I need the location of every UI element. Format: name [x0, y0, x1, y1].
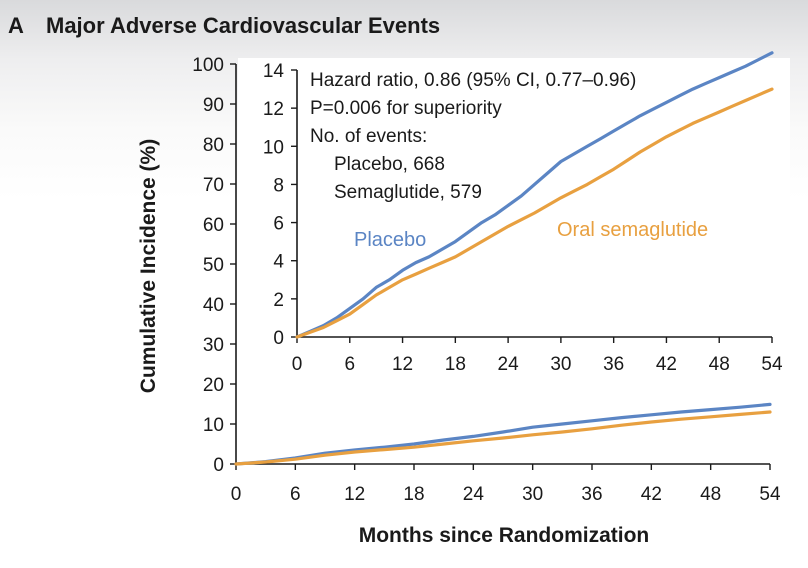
main-y-tick-label: 90 — [203, 95, 224, 116]
main-x-tick-label: 18 — [403, 484, 424, 505]
main-plot-area — [234, 402, 772, 466]
panel-letter: A — [8, 13, 24, 38]
p-value-text: P=0.006 for superiority — [310, 98, 502, 119]
main-y-tick-label: 70 — [203, 175, 224, 196]
main-y-tick-label: 50 — [203, 255, 224, 276]
main-y-tick-label: 80 — [203, 135, 224, 156]
inset-y-tick-label: 6 — [273, 214, 284, 235]
main-x-tick-label: 36 — [581, 484, 602, 505]
main-series-line-placebo — [234, 402, 772, 466]
inset-x-tick-label: 24 — [498, 354, 520, 375]
main-y-tick-label: 30 — [203, 335, 224, 356]
inset-plot-area — [295, 51, 774, 339]
inset-x-tick-label: 30 — [550, 354, 571, 375]
main-x-tick-label: 42 — [641, 484, 662, 505]
main-x-tick-label: 24 — [463, 484, 485, 505]
main-y-tick-label: 100 — [192, 55, 224, 76]
main-x-tick-label: 54 — [759, 484, 781, 505]
inset-x-tick-label: 36 — [603, 354, 624, 375]
hazard-ratio-text: Hazard ratio, 0.86 (95% CI, 0.77–0.96) — [310, 70, 636, 91]
main-y-tick-label: 0 — [213, 455, 224, 476]
inset-y-tick-label: 10 — [263, 137, 284, 158]
main-y-tick-label: 10 — [203, 415, 224, 436]
main-y-tick-label: 40 — [203, 295, 224, 316]
main-y-tick-label: 60 — [203, 215, 224, 236]
inset-x-tick-label: 42 — [656, 354, 677, 375]
inset-series-line-placebo — [295, 51, 774, 339]
inset-y-tick-label: 14 — [263, 61, 285, 82]
main-x-tick-label: 6 — [290, 484, 301, 505]
inset-x-tick-label: 54 — [761, 354, 783, 375]
main-x-tick-label: 48 — [700, 484, 721, 505]
x-axis-title: Months since Randomization — [359, 524, 650, 547]
main-y-tick-label: 20 — [203, 375, 224, 396]
inset-x-tick-label: 48 — [709, 354, 730, 375]
inset-series-line-semaglutide — [295, 87, 774, 339]
main-x-tick-label: 12 — [344, 484, 365, 505]
inset-y-tick-label: 4 — [273, 252, 284, 273]
main-series-line-semaglutide — [234, 410, 772, 466]
placebo-series-label: Placebo — [354, 229, 426, 251]
main-x-tick-label: 30 — [522, 484, 543, 505]
inset-y-tick-label: 2 — [273, 290, 284, 311]
placebo-events-text: Placebo, 668 — [334, 154, 445, 175]
inset-annotations: Hazard ratio, 0.86 (95% CI, 0.77–0.96) P… — [310, 70, 636, 203]
events-heading-text: No. of events: — [310, 126, 427, 147]
chart-title: Major Adverse Cardiovascular Events — [46, 13, 440, 38]
main-x-tick-label: 0 — [231, 484, 242, 505]
inset-x-tick-label: 18 — [445, 354, 466, 375]
inset-x-tick-label: 6 — [344, 354, 355, 375]
y-axis-title: Cumulative Incidence (%) — [137, 139, 160, 393]
inset-y-tick-label: 12 — [263, 99, 284, 120]
semaglutide-events-text: Semaglutide, 579 — [334, 182, 482, 203]
inset-y-tick-label: 0 — [273, 328, 284, 349]
inset-x-tick-label: 12 — [392, 354, 413, 375]
inset-x-tick-label: 0 — [292, 354, 303, 375]
semaglutide-series-label: Oral semaglutide — [557, 219, 708, 241]
inset-y-tick-label: 8 — [273, 175, 284, 196]
